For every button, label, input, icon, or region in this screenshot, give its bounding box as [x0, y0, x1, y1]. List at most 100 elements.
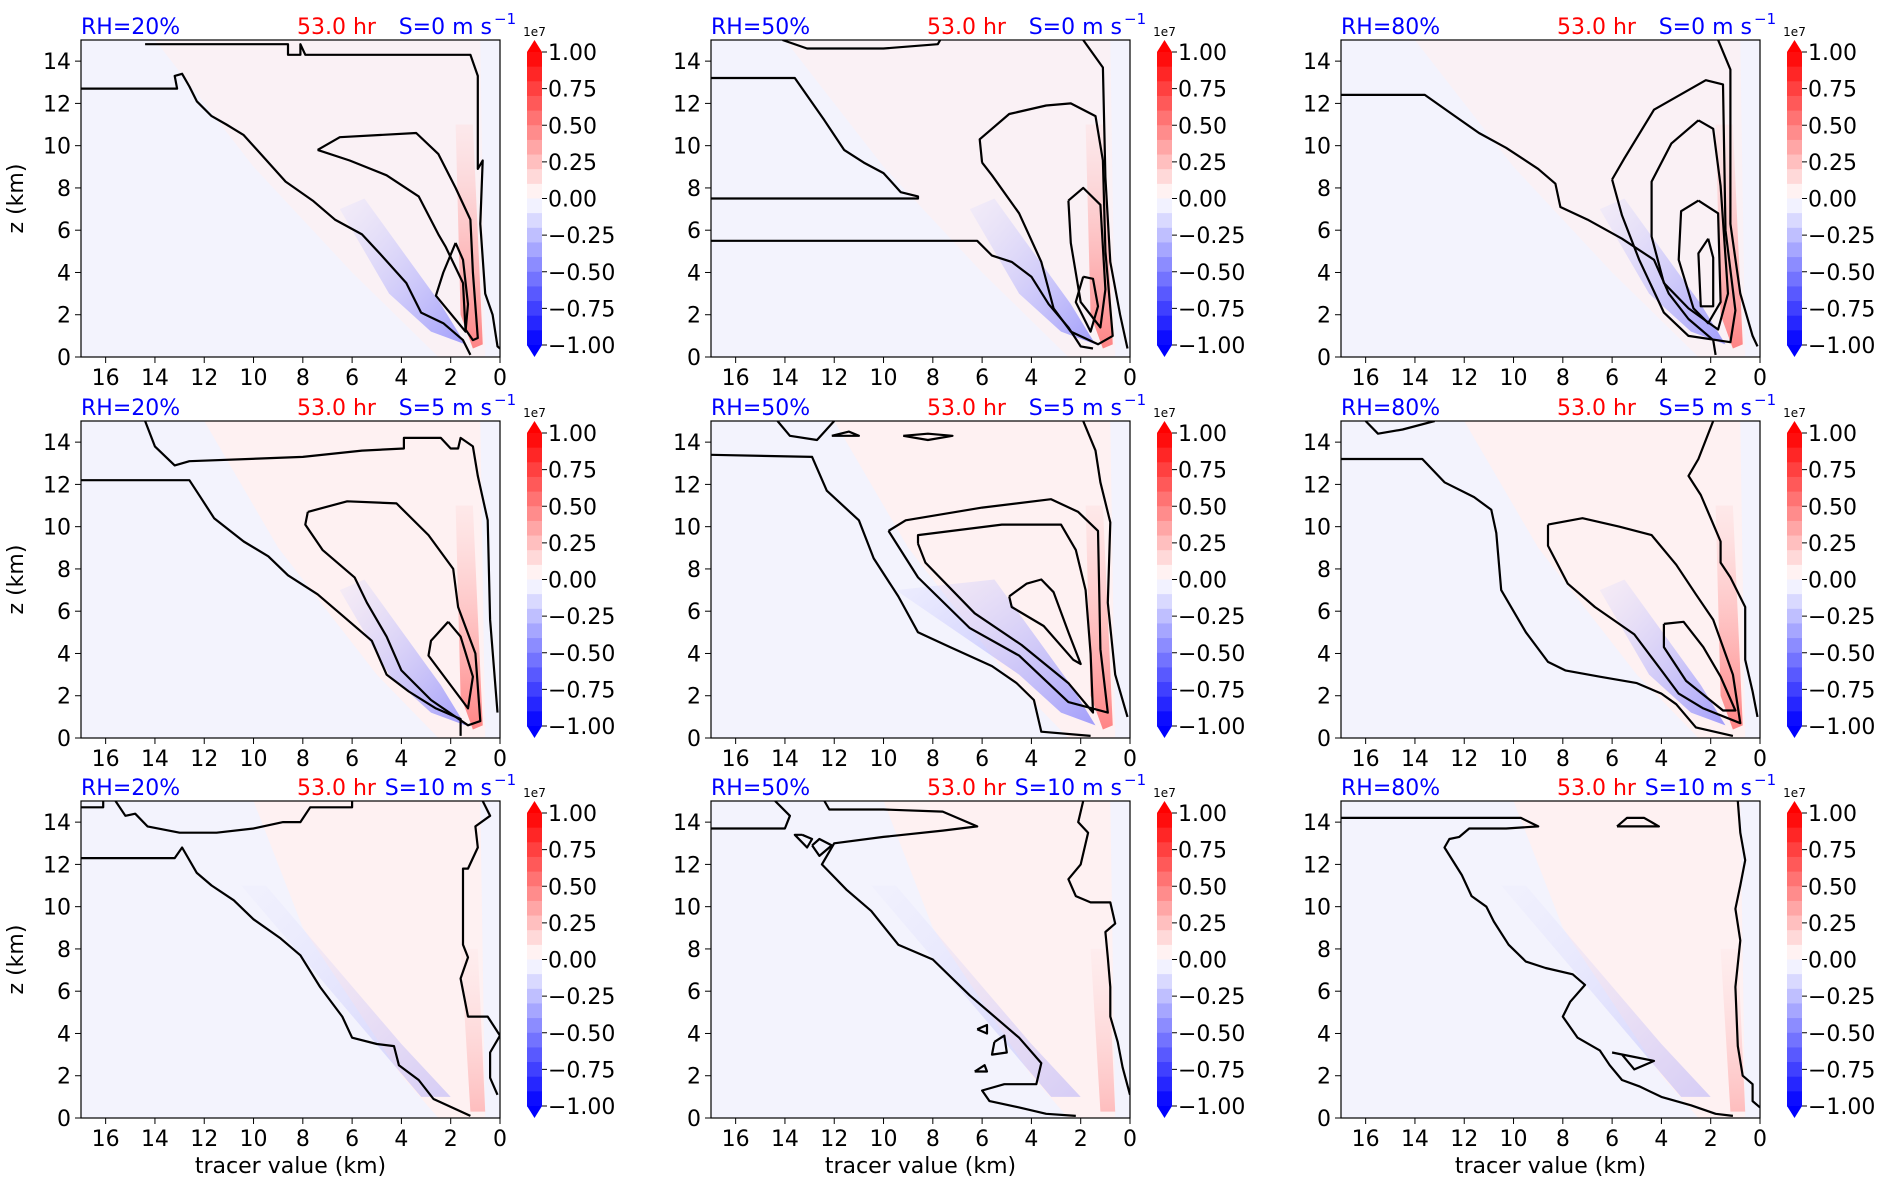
colorbar-level [1157, 1018, 1172, 1034]
x-tick-label: 0 [1123, 1127, 1137, 1152]
colorbar-tick-label: 0.75 [1808, 459, 1857, 484]
colorbar-level [1787, 433, 1802, 449]
x-tick-label: 12 [190, 1127, 218, 1152]
colorbar-level [1787, 886, 1802, 902]
y-tick-label: 2 [687, 304, 701, 329]
x-tick-label: 12 [1450, 747, 1478, 772]
colorbar-level [1157, 827, 1172, 843]
colorbar-tick-label: −1.00 [1178, 715, 1245, 740]
positive-shading-faint [253, 801, 486, 1118]
colorbar-level [1787, 871, 1802, 887]
colorbar-level [1157, 696, 1172, 712]
x-tick-label: 6 [345, 366, 359, 391]
y-tick-label: 12 [673, 473, 701, 498]
colorbar-tick-label: 0.50 [548, 495, 597, 520]
colorbar-tick-label: −1.00 [548, 334, 615, 359]
x-tick-label: 14 [1401, 366, 1429, 391]
contour-line [1341, 93, 1717, 356]
colorbar-level [527, 491, 542, 507]
colorbar-level [1157, 257, 1172, 273]
colorbar-tick-label: −0.50 [548, 261, 615, 286]
y-tick-label: 4 [57, 642, 71, 667]
y-tick-label: 8 [1317, 177, 1331, 202]
colorbar-level [1157, 1047, 1172, 1063]
y-tick-label: 14 [43, 50, 71, 75]
y-tick-label: 6 [57, 600, 71, 625]
colorbar-level [1787, 81, 1802, 97]
x-tick-label: 14 [1401, 1127, 1429, 1152]
y-tick-label: 2 [687, 685, 701, 710]
colorbar-tick-label: 0.50 [1808, 495, 1857, 520]
colorbar-level [1787, 944, 1802, 961]
colorbar-level [527, 462, 542, 478]
x-tick-label: 2 [1074, 747, 1088, 772]
colorbar-level [1157, 638, 1172, 654]
title-shear: S=5 m s [399, 396, 492, 421]
title-shear-exponent: −1 [1754, 391, 1776, 409]
colorbar-extend-min [1157, 1106, 1172, 1118]
colorbar-level [527, 520, 542, 537]
y-tick-label: 10 [673, 896, 701, 921]
colorbar-tick-label: 0.00 [548, 949, 597, 974]
colorbar-level [1787, 242, 1802, 258]
plot-area [1341, 801, 1760, 1118]
colorbar-level [527, 447, 542, 463]
colorbar-level [1157, 1091, 1172, 1107]
x-tick-label: 10 [1500, 366, 1528, 391]
colorbar-level [1787, 1032, 1802, 1048]
colorbar-level [527, 81, 542, 97]
colorbar-tick-label: −0.25 [1178, 605, 1245, 630]
contour-line [974, 1064, 989, 1073]
x-tick-label: 16 [92, 366, 120, 391]
colorbar-extend-max [527, 40, 542, 52]
colorbar-level [1787, 579, 1802, 595]
colorbar-level [1157, 447, 1172, 463]
title-shear-exponent: −1 [494, 771, 516, 789]
title-shear: S=0 m s [399, 15, 492, 40]
y-tick-label: 14 [673, 811, 701, 836]
colorbar-level [527, 667, 542, 683]
colorbar-level [1787, 974, 1802, 990]
colorbar-level [1157, 915, 1172, 931]
contour-line [1650, 119, 1730, 331]
contour-line [711, 453, 1091, 737]
colorbar-level [527, 682, 542, 698]
contour-line [1677, 199, 1722, 325]
contour-line [903, 432, 954, 442]
colorbar-level [527, 959, 542, 975]
colorbar-level [1787, 856, 1802, 873]
colorbar-extend-max [527, 421, 542, 433]
positive-shading-core [1720, 948, 1746, 1112]
contour-line [427, 621, 474, 710]
x-tick-label: 0 [493, 1127, 507, 1152]
x-tick-label: 10 [1500, 747, 1528, 772]
title-shear: S=5 m s [1029, 396, 1122, 421]
colorbar-level [527, 813, 542, 829]
colorbar-level [1787, 139, 1802, 156]
colorbar-level [1157, 315, 1172, 331]
colorbar-scale-label: 1e7 [1783, 786, 1806, 800]
contour-line [317, 131, 479, 342]
contour-line [776, 421, 836, 442]
axes-frame [1340, 800, 1761, 1119]
y-tick-label: 8 [687, 938, 701, 963]
y-tick-label: 14 [43, 811, 71, 836]
y-tick-label: 8 [57, 177, 71, 202]
colorbar-tick-label: 0.00 [1808, 949, 1857, 974]
contour-line [916, 523, 1095, 714]
x-axis-label: tracer value (km) [825, 1154, 1016, 1179]
plot-area [711, 40, 1129, 357]
contour-line [81, 72, 472, 356]
colorbar-level [1157, 623, 1172, 639]
colorbar-tick-label: 0.75 [1808, 78, 1857, 103]
colorbar-tick-label: 1.00 [1178, 422, 1227, 447]
colorbar-level [1787, 1003, 1802, 1019]
negative-shading [969, 198, 1096, 345]
colorbar-level [1787, 52, 1802, 68]
title-rh: RH=50% [711, 396, 810, 421]
y-tick-label: 12 [1303, 853, 1331, 878]
contour-line [81, 801, 105, 809]
colorbar-level [1787, 623, 1802, 639]
colorbar-tick-label: −0.50 [1178, 642, 1245, 667]
x-tick-label: 16 [92, 747, 120, 772]
